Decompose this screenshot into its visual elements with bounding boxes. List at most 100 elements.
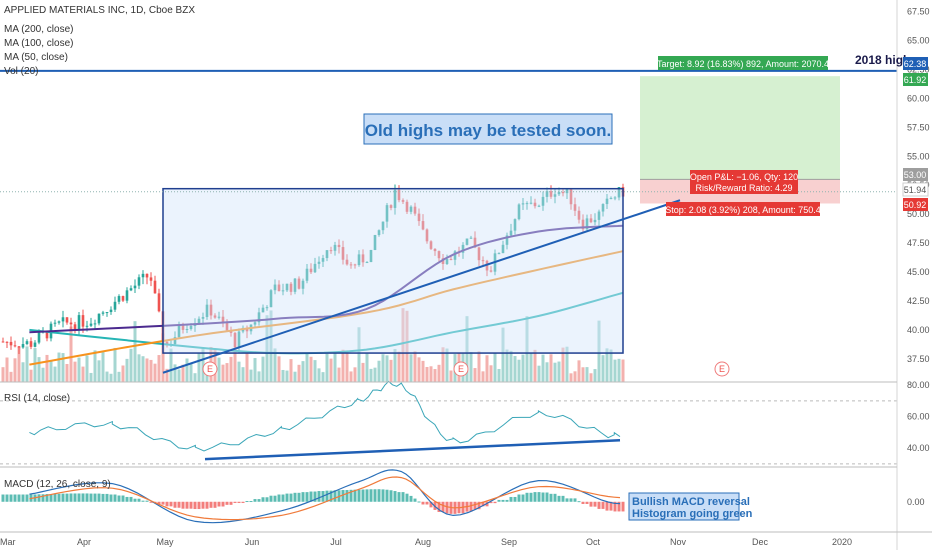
candle-up (617, 187, 621, 198)
volume-bar-down (397, 351, 401, 382)
volume-bar-up (321, 372, 325, 382)
volume-bar-up (357, 327, 361, 382)
volume-bar-down (73, 361, 77, 382)
candle-up (177, 325, 181, 338)
candle-up (393, 189, 397, 208)
rising-trendline (162, 199, 681, 374)
candle-up (461, 244, 465, 253)
candle-up (601, 204, 605, 212)
histogram-bar-down (241, 501, 245, 503)
price-tick-label: 45.00 (907, 267, 930, 277)
candle-up (381, 221, 385, 231)
ma-line-2 (29, 224, 623, 334)
candle-up (613, 197, 617, 199)
target-label-box (658, 56, 828, 70)
volume-bar-up (269, 310, 273, 382)
candle-up (269, 290, 273, 308)
histogram-bar-up (73, 493, 77, 502)
candle-up (85, 325, 89, 327)
histogram-bar-up (113, 494, 117, 502)
position-zones (640, 76, 840, 204)
volume-bar-up (509, 350, 513, 382)
volume-bar-down (13, 358, 17, 382)
volume-bar-up (593, 369, 597, 382)
histogram-bar-up (25, 494, 29, 502)
x-tick-label: Sep (501, 537, 517, 547)
histogram-bar-down (593, 501, 597, 507)
histogram-bar-down (429, 501, 433, 508)
volume-bar-up (285, 370, 289, 382)
histogram-bar-down (585, 501, 589, 504)
candle-up (113, 301, 117, 310)
volume-bar-down (449, 370, 453, 382)
candle-up (537, 205, 541, 207)
volume-bar-down (1, 367, 5, 382)
volume-bar-down (337, 367, 341, 382)
histogram-bar-up (109, 494, 113, 502)
volume-bar-down (485, 355, 489, 382)
volume-bar-up (217, 357, 221, 382)
histogram-bar-up (509, 496, 513, 502)
histogram-bar-up (289, 493, 293, 502)
histogram-bar-down (477, 501, 481, 510)
histogram-bar-up (333, 490, 337, 502)
histogram-bar-up (133, 498, 137, 502)
rsi-trendline (204, 438, 621, 461)
volume-bar-down (421, 360, 425, 382)
histogram-bar-down (185, 501, 189, 509)
candle-up (505, 235, 509, 245)
histogram-bar-up (361, 489, 365, 502)
candle-down (481, 260, 485, 262)
macd-note-line2: Histogram going green (632, 508, 753, 520)
candle-up (317, 261, 321, 264)
price-tick-label: 42.50 (907, 296, 930, 306)
candle-down (121, 296, 125, 301)
histogram-bar-up (141, 500, 145, 502)
histogram-bar-up (409, 495, 413, 502)
candle-down (441, 258, 445, 264)
candle-down (569, 189, 573, 205)
earnings-marker (714, 361, 730, 377)
volume-bar-down (413, 351, 417, 382)
volume-bar-down (145, 358, 149, 382)
candle-up (609, 197, 613, 199)
candle-up (541, 196, 545, 206)
last-price: 51.94 (904, 185, 927, 195)
candle-up (217, 316, 221, 318)
candle-up (101, 312, 105, 314)
volume-bar-up (373, 367, 377, 382)
volume-bar-up (545, 362, 549, 382)
histogram-bar-up (305, 492, 309, 502)
candle-down (245, 327, 249, 332)
candle-down (277, 284, 281, 292)
volume-bar-down (81, 366, 85, 382)
volume-bar-down (45, 354, 49, 382)
histogram-bar-up (41, 494, 45, 502)
candle-down (417, 213, 421, 222)
histogram-bar-up (561, 495, 565, 502)
candle-down (73, 324, 77, 330)
candle-up (253, 322, 257, 325)
histogram-bar-up (285, 493, 289, 502)
volume-bar-down (245, 351, 249, 382)
volume-bar-up (409, 354, 413, 382)
rsi-pane (29, 380, 621, 461)
candle-down (157, 293, 161, 312)
candle-down (361, 254, 365, 263)
candle-up (469, 237, 473, 239)
target-price: 61.92 (904, 75, 927, 85)
volume-bar-down (581, 367, 585, 382)
price-tick-label: 57.50 (907, 122, 930, 132)
candle-up (565, 189, 569, 194)
candle-up (453, 251, 457, 260)
histogram-bar-down (609, 501, 613, 511)
volume-bar-down (405, 310, 409, 382)
volume-bar-up (253, 358, 257, 382)
histogram-bar-up (349, 489, 353, 502)
candle-up (33, 342, 37, 347)
histogram-bar-up (313, 491, 317, 502)
candle-down (405, 201, 409, 212)
candle-down (329, 250, 333, 252)
x-tick-label: Aug (415, 537, 431, 547)
